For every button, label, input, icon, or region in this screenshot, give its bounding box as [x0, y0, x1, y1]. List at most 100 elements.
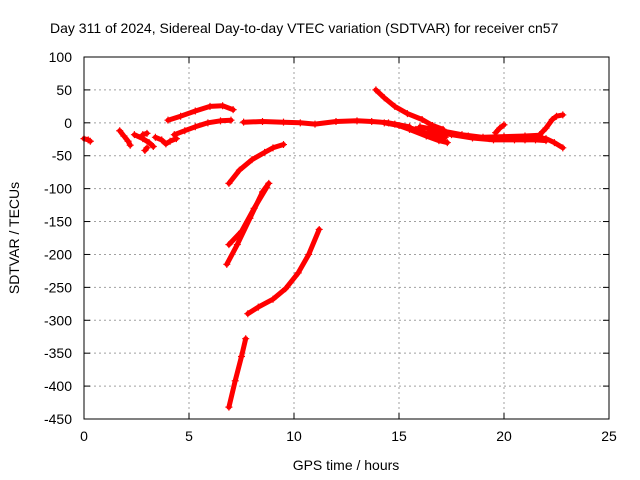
y-tick-label: -150 — [44, 214, 72, 230]
y-tick-label: -400 — [44, 378, 72, 394]
data-point — [391, 102, 399, 110]
data-point — [145, 139, 153, 147]
y-tick-label: -300 — [44, 312, 72, 328]
series-track — [492, 121, 508, 137]
data-point — [238, 352, 245, 360]
data-point — [559, 144, 567, 152]
data-point — [139, 131, 147, 139]
data-point — [496, 124, 504, 132]
data-point — [227, 116, 235, 124]
data-point — [248, 156, 256, 164]
data-point — [403, 110, 411, 118]
y-tick-label: 100 — [49, 49, 73, 65]
y-tick-label: 50 — [56, 82, 72, 98]
series-track — [130, 131, 157, 151]
y-tick-label: -200 — [44, 246, 72, 262]
data-point — [296, 119, 304, 127]
series-track — [170, 116, 235, 139]
data-point — [443, 129, 451, 137]
data-point — [406, 125, 413, 133]
x-axis-label: GPS time / hours — [293, 457, 400, 473]
series-track — [139, 129, 151, 139]
data-point — [259, 118, 266, 126]
data-point — [280, 141, 287, 149]
series-track — [511, 133, 567, 152]
y-tick-label: -100 — [44, 181, 72, 197]
series-path — [165, 103, 236, 123]
data-point — [372, 86, 380, 94]
data-point — [553, 112, 560, 120]
data-point — [244, 310, 252, 318]
data-point — [149, 143, 157, 151]
data-point — [206, 102, 214, 110]
x-tick-label: 15 — [391, 428, 407, 444]
data-point — [177, 112, 185, 120]
data-point — [422, 132, 430, 140]
axis-ticks: -450-400-350-300-250-200-150-100-5005010… — [44, 49, 617, 444]
data-point — [229, 106, 237, 114]
series-track — [116, 127, 134, 149]
data-point — [219, 102, 227, 110]
y-tick-label: -450 — [44, 411, 72, 427]
data-point — [126, 141, 134, 149]
data-point — [368, 118, 376, 126]
data-point — [164, 116, 172, 124]
data-point — [130, 131, 138, 139]
series-track — [225, 141, 287, 187]
data-point — [443, 139, 451, 147]
data-point — [435, 137, 443, 145]
data-point — [170, 131, 178, 139]
y-tick-label: 0 — [64, 115, 72, 131]
data-point — [500, 133, 508, 141]
y-tick-label: -350 — [44, 345, 72, 361]
data-point — [492, 129, 500, 137]
series-track — [151, 133, 180, 148]
data-point — [542, 135, 550, 143]
data-point — [332, 118, 340, 126]
series-track — [225, 183, 271, 249]
x-tick-label: 25 — [601, 428, 617, 444]
data-point — [223, 260, 231, 268]
data-point — [550, 139, 558, 147]
y-axis-label: SDTVAR / TECUs — [6, 182, 22, 294]
data-point — [225, 241, 233, 249]
data-point — [269, 144, 277, 152]
data-point — [124, 137, 132, 145]
data-point — [162, 140, 170, 148]
series-path — [131, 132, 156, 149]
data-point — [233, 241, 241, 249]
series-track — [372, 86, 447, 133]
data-point — [181, 127, 189, 135]
data-point — [380, 119, 388, 127]
data-point — [120, 132, 128, 140]
series-path — [226, 336, 249, 410]
data-point — [311, 120, 319, 128]
data-point — [280, 118, 287, 126]
x-tick-label: 20 — [496, 428, 512, 444]
data-point — [263, 183, 271, 191]
data-point — [240, 118, 248, 126]
series-path — [226, 142, 286, 186]
x-tick-label: 0 — [80, 428, 88, 444]
data-point — [294, 269, 302, 277]
series-track — [141, 144, 151, 154]
series-path — [537, 112, 566, 138]
data-point — [542, 124, 550, 132]
data-point — [250, 204, 258, 212]
data-point — [418, 116, 426, 124]
data-point — [217, 117, 224, 125]
series-path — [226, 184, 270, 248]
series-path — [444, 130, 507, 142]
data-point — [225, 403, 233, 411]
series-path — [245, 226, 322, 317]
data-point — [511, 135, 518, 143]
data-point — [269, 295, 277, 303]
data-point — [416, 123, 424, 131]
data-point — [548, 116, 556, 124]
grid — [84, 57, 609, 419]
series-track — [225, 335, 250, 411]
x-tick-label: 10 — [286, 428, 302, 444]
chart-title: Day 311 of 2024, Sidereal Day-to-day VTE… — [50, 20, 559, 36]
data-point — [500, 121, 508, 129]
